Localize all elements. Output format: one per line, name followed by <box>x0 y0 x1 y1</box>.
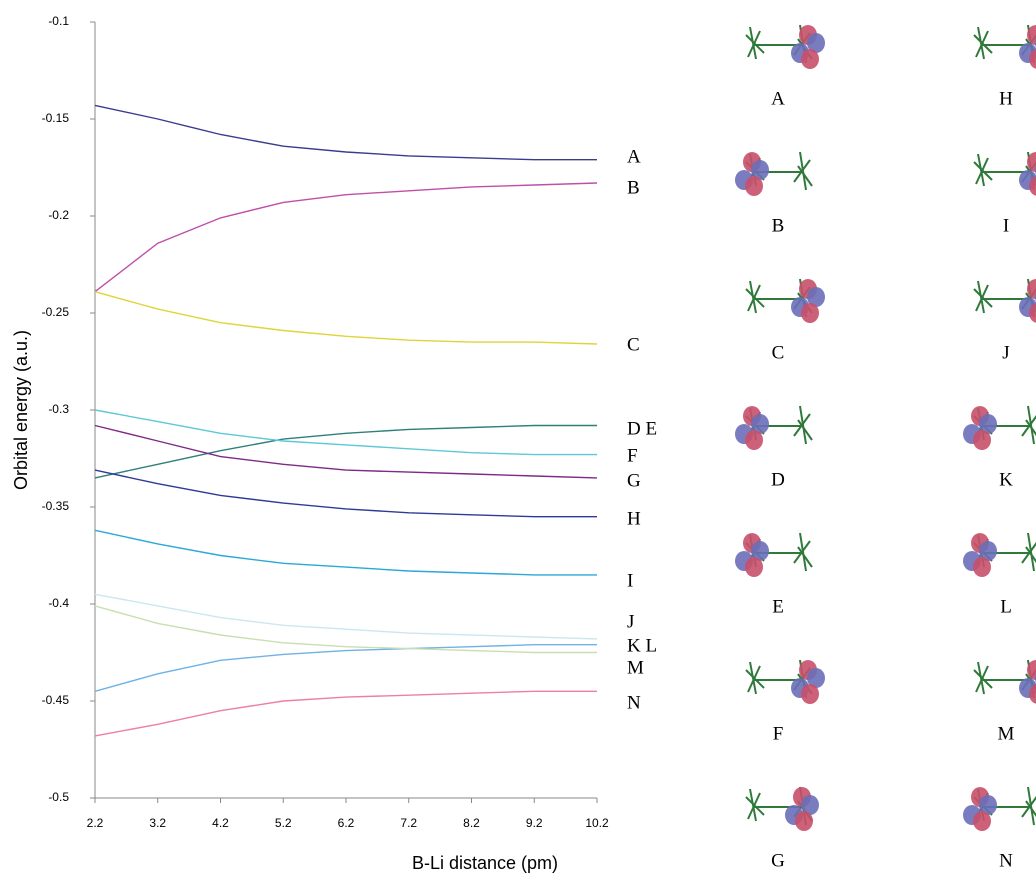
x-tick-label: 2.2 <box>87 816 104 830</box>
x-tick-label: 9.2 <box>526 816 543 830</box>
series-label: G <box>627 470 641 491</box>
orbital-picture <box>974 660 1036 704</box>
series-label: A <box>627 146 641 167</box>
x-tick-label: 10.2 <box>585 816 609 830</box>
y-tick-label: -0.25 <box>42 305 70 319</box>
orbital-lobe <box>801 303 819 323</box>
y-tick-label: -0.3 <box>48 402 69 416</box>
figure: Orbital energy (a.u.) B-Li distance (pm)… <box>0 0 1036 879</box>
y-tick-label: -0.4 <box>48 596 69 610</box>
orbital-picture <box>963 533 1036 577</box>
series-label: C <box>627 334 640 355</box>
orbital-label: H <box>999 88 1013 109</box>
orbital-label: C <box>772 342 785 363</box>
y-tick-label: -0.1 <box>48 14 69 28</box>
x-tick-label: 5.2 <box>275 816 292 830</box>
orbital-picture <box>735 533 812 577</box>
orbital-label: N <box>999 850 1013 871</box>
y-tick-label: -0.35 <box>42 499 70 513</box>
x-axis-title: B-Li distance (pm) <box>412 853 558 873</box>
orbital-label: L <box>1000 596 1012 617</box>
orbital-lobe <box>801 684 819 704</box>
series-line <box>95 410 597 455</box>
orbital-lobe <box>745 176 763 196</box>
series-line <box>95 691 597 736</box>
orbital-picture <box>735 152 812 196</box>
orbital-lobe <box>973 811 991 831</box>
x-tick-label: 8.2 <box>463 816 480 830</box>
orbital-picture <box>974 25 1036 69</box>
orbital-lobe <box>973 430 991 450</box>
series-label: K L <box>627 635 657 656</box>
orbital-label: A <box>771 88 785 109</box>
orbital-label: G <box>771 850 785 871</box>
series-label: I <box>627 570 633 591</box>
x-tick-label: 4.2 <box>212 816 229 830</box>
y-tick-label: -0.2 <box>48 208 69 222</box>
orbital-label: F <box>773 723 784 744</box>
series-line <box>95 292 597 344</box>
orbital-label: K <box>999 469 1013 490</box>
orbital-picture <box>963 406 1036 450</box>
orbital-picture <box>974 152 1036 196</box>
orbital-label: B <box>772 215 785 236</box>
series-label: D E <box>627 418 657 439</box>
y-tick-label: -0.5 <box>48 790 69 804</box>
x-tick-label: 7.2 <box>400 816 417 830</box>
orbital-label: M <box>998 723 1015 744</box>
series-line <box>95 594 597 639</box>
orbital-label: E <box>772 596 784 617</box>
orbital-picture <box>974 279 1036 323</box>
orbital-lobe <box>745 557 763 577</box>
orbital-picture <box>746 660 825 704</box>
orbital-picture <box>963 787 1036 831</box>
series-label: B <box>627 177 640 198</box>
series-label: J <box>627 611 634 632</box>
series-label: F <box>627 445 638 466</box>
series-line <box>95 530 597 575</box>
orbital-picture <box>746 787 819 831</box>
series-line <box>95 183 597 292</box>
x-tick-label: 6.2 <box>338 816 355 830</box>
orbital-picture <box>746 279 825 323</box>
orbital-picture <box>735 406 812 450</box>
y-tick-label: -0.15 <box>42 111 70 125</box>
orbital-lobe <box>801 49 819 69</box>
series-line <box>95 470 597 517</box>
y-tick-label: -0.45 <box>42 693 70 707</box>
series-label: M <box>627 657 644 678</box>
orbital-label: I <box>1003 215 1009 236</box>
series-label: N <box>627 692 641 713</box>
orbital-lobe <box>795 811 813 831</box>
orbital-label: D <box>771 469 785 490</box>
x-tick-label: 3.2 <box>149 816 166 830</box>
orbital-picture <box>746 25 825 69</box>
series-line <box>95 105 597 159</box>
orbital-lobe <box>745 430 763 450</box>
orbital-label: J <box>1002 342 1009 363</box>
series-label: H <box>627 508 641 529</box>
orbital-lobe <box>973 557 991 577</box>
y-axis-title: Orbital energy (a.u.) <box>11 330 31 490</box>
